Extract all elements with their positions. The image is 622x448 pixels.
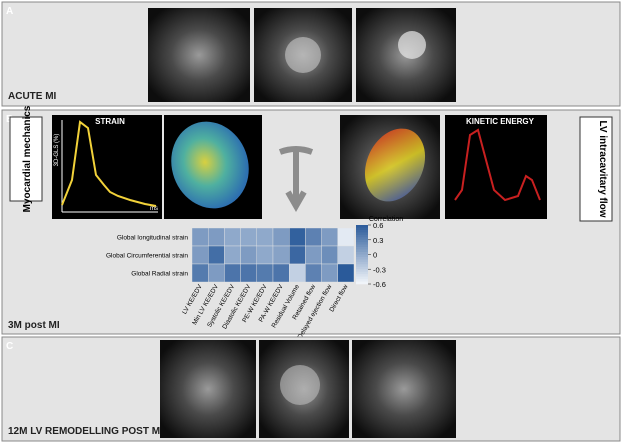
heatmap-cell [224, 263, 241, 283]
flow-image [340, 115, 440, 219]
colorbar-segment [356, 247, 368, 250]
heatmap-cell [305, 263, 322, 283]
colorbar-tick-label: 0.3 [373, 236, 383, 245]
colorbar-segment [356, 271, 368, 275]
colorbar-segment [356, 239, 368, 243]
colorbar-segment [356, 259, 368, 263]
heatmap-cell [191, 263, 209, 283]
strain-xlabel: ms [150, 206, 158, 212]
heatmap-cell [289, 227, 306, 247]
heatmap-cell [337, 263, 355, 283]
heatmap-cell [289, 263, 306, 283]
heatmap-cell [305, 227, 322, 247]
arrow [278, 146, 314, 213]
heatmap-cell [207, 227, 225, 247]
colorbar-segment [356, 249, 368, 253]
colorbar-segment [356, 269, 368, 273]
colorbar-segment [356, 252, 368, 255]
heatmap-cell [305, 245, 322, 265]
side-box [9, 116, 43, 202]
panel-letter: C [6, 341, 13, 352]
colorbar-segment [356, 242, 368, 245]
heatmap-cell [289, 245, 306, 265]
colorbar-segment [356, 237, 368, 241]
mri-images-c [160, 340, 456, 438]
heatmap-cell [240, 227, 258, 247]
colorbar-tick-label: 0.6 [373, 221, 383, 230]
colorbar-segment [356, 281, 368, 285]
colorbar-segment [356, 232, 368, 236]
heatmap-cell [207, 245, 225, 265]
colorbar-tick-label: -0.3 [373, 265, 386, 274]
side-box [579, 116, 613, 222]
colorbar-segment [356, 264, 368, 268]
colorbar-segment [356, 234, 368, 238]
colorbar-tick-label: 0 [373, 251, 377, 260]
heatmap-cell [256, 227, 274, 247]
colorbar-segment [356, 244, 368, 248]
strain-title: STRAIN [95, 117, 125, 126]
row-label: Global Radial strain [131, 271, 188, 278]
strain-plot [52, 115, 162, 219]
side-box-text: Myocardial mechanics [22, 105, 33, 212]
heatmap-cell [272, 263, 290, 283]
heatmap-cell [191, 227, 209, 247]
colorbar-segment [356, 276, 368, 280]
row-label: Global Circumferential strain [106, 253, 188, 260]
panel-label: ACUTE MI [8, 91, 57, 102]
colorbar-segment [356, 279, 368, 282]
colorbar-segment [356, 266, 368, 270]
mri-images-a [148, 8, 456, 102]
panel-label: 12M LV REMODELLING POST MI [8, 426, 163, 437]
heatmap-cell [191, 245, 209, 265]
ke-title: KINETIC ENERGY [466, 117, 535, 126]
heatmap-cell [272, 227, 290, 247]
heatmap-cell [272, 245, 290, 265]
colorbar-segment [356, 227, 368, 231]
heatmap-cell [240, 245, 258, 265]
heatmap-cell [321, 227, 339, 247]
colorbar-segment [356, 274, 368, 277]
kinetic-energy-plot [445, 115, 547, 219]
colorbar-segment [356, 254, 368, 258]
heatmap-cell [256, 263, 274, 283]
heatmap-cell [207, 263, 225, 283]
colorbar-segment [356, 261, 368, 265]
panel-label: 3M post MI [8, 320, 60, 331]
heatmap-cell [337, 245, 355, 265]
colorbar-tick-label: -0.6 [373, 280, 386, 289]
heatmap-cell [256, 245, 274, 265]
heatmap-cell [240, 263, 258, 283]
colorbar-segment [356, 225, 368, 228]
colorbar-label: Correlation [369, 216, 403, 223]
colorbar-segment [356, 229, 368, 233]
heatmap-cell [321, 245, 339, 265]
heatmap-cell [224, 245, 241, 265]
colorbar-segment [356, 256, 368, 260]
side-box-text: LV intracavitary flow [597, 120, 608, 217]
strain-ylabel: 3D-GLS (%) [54, 134, 60, 167]
panel-letter: A [6, 6, 13, 17]
heatmap-cell [337, 227, 355, 247]
heatmap-cell [224, 227, 241, 247]
heart-3d [164, 115, 262, 219]
heatmap-cell [321, 263, 339, 283]
row-label: Global longitudinal strain [117, 235, 189, 242]
